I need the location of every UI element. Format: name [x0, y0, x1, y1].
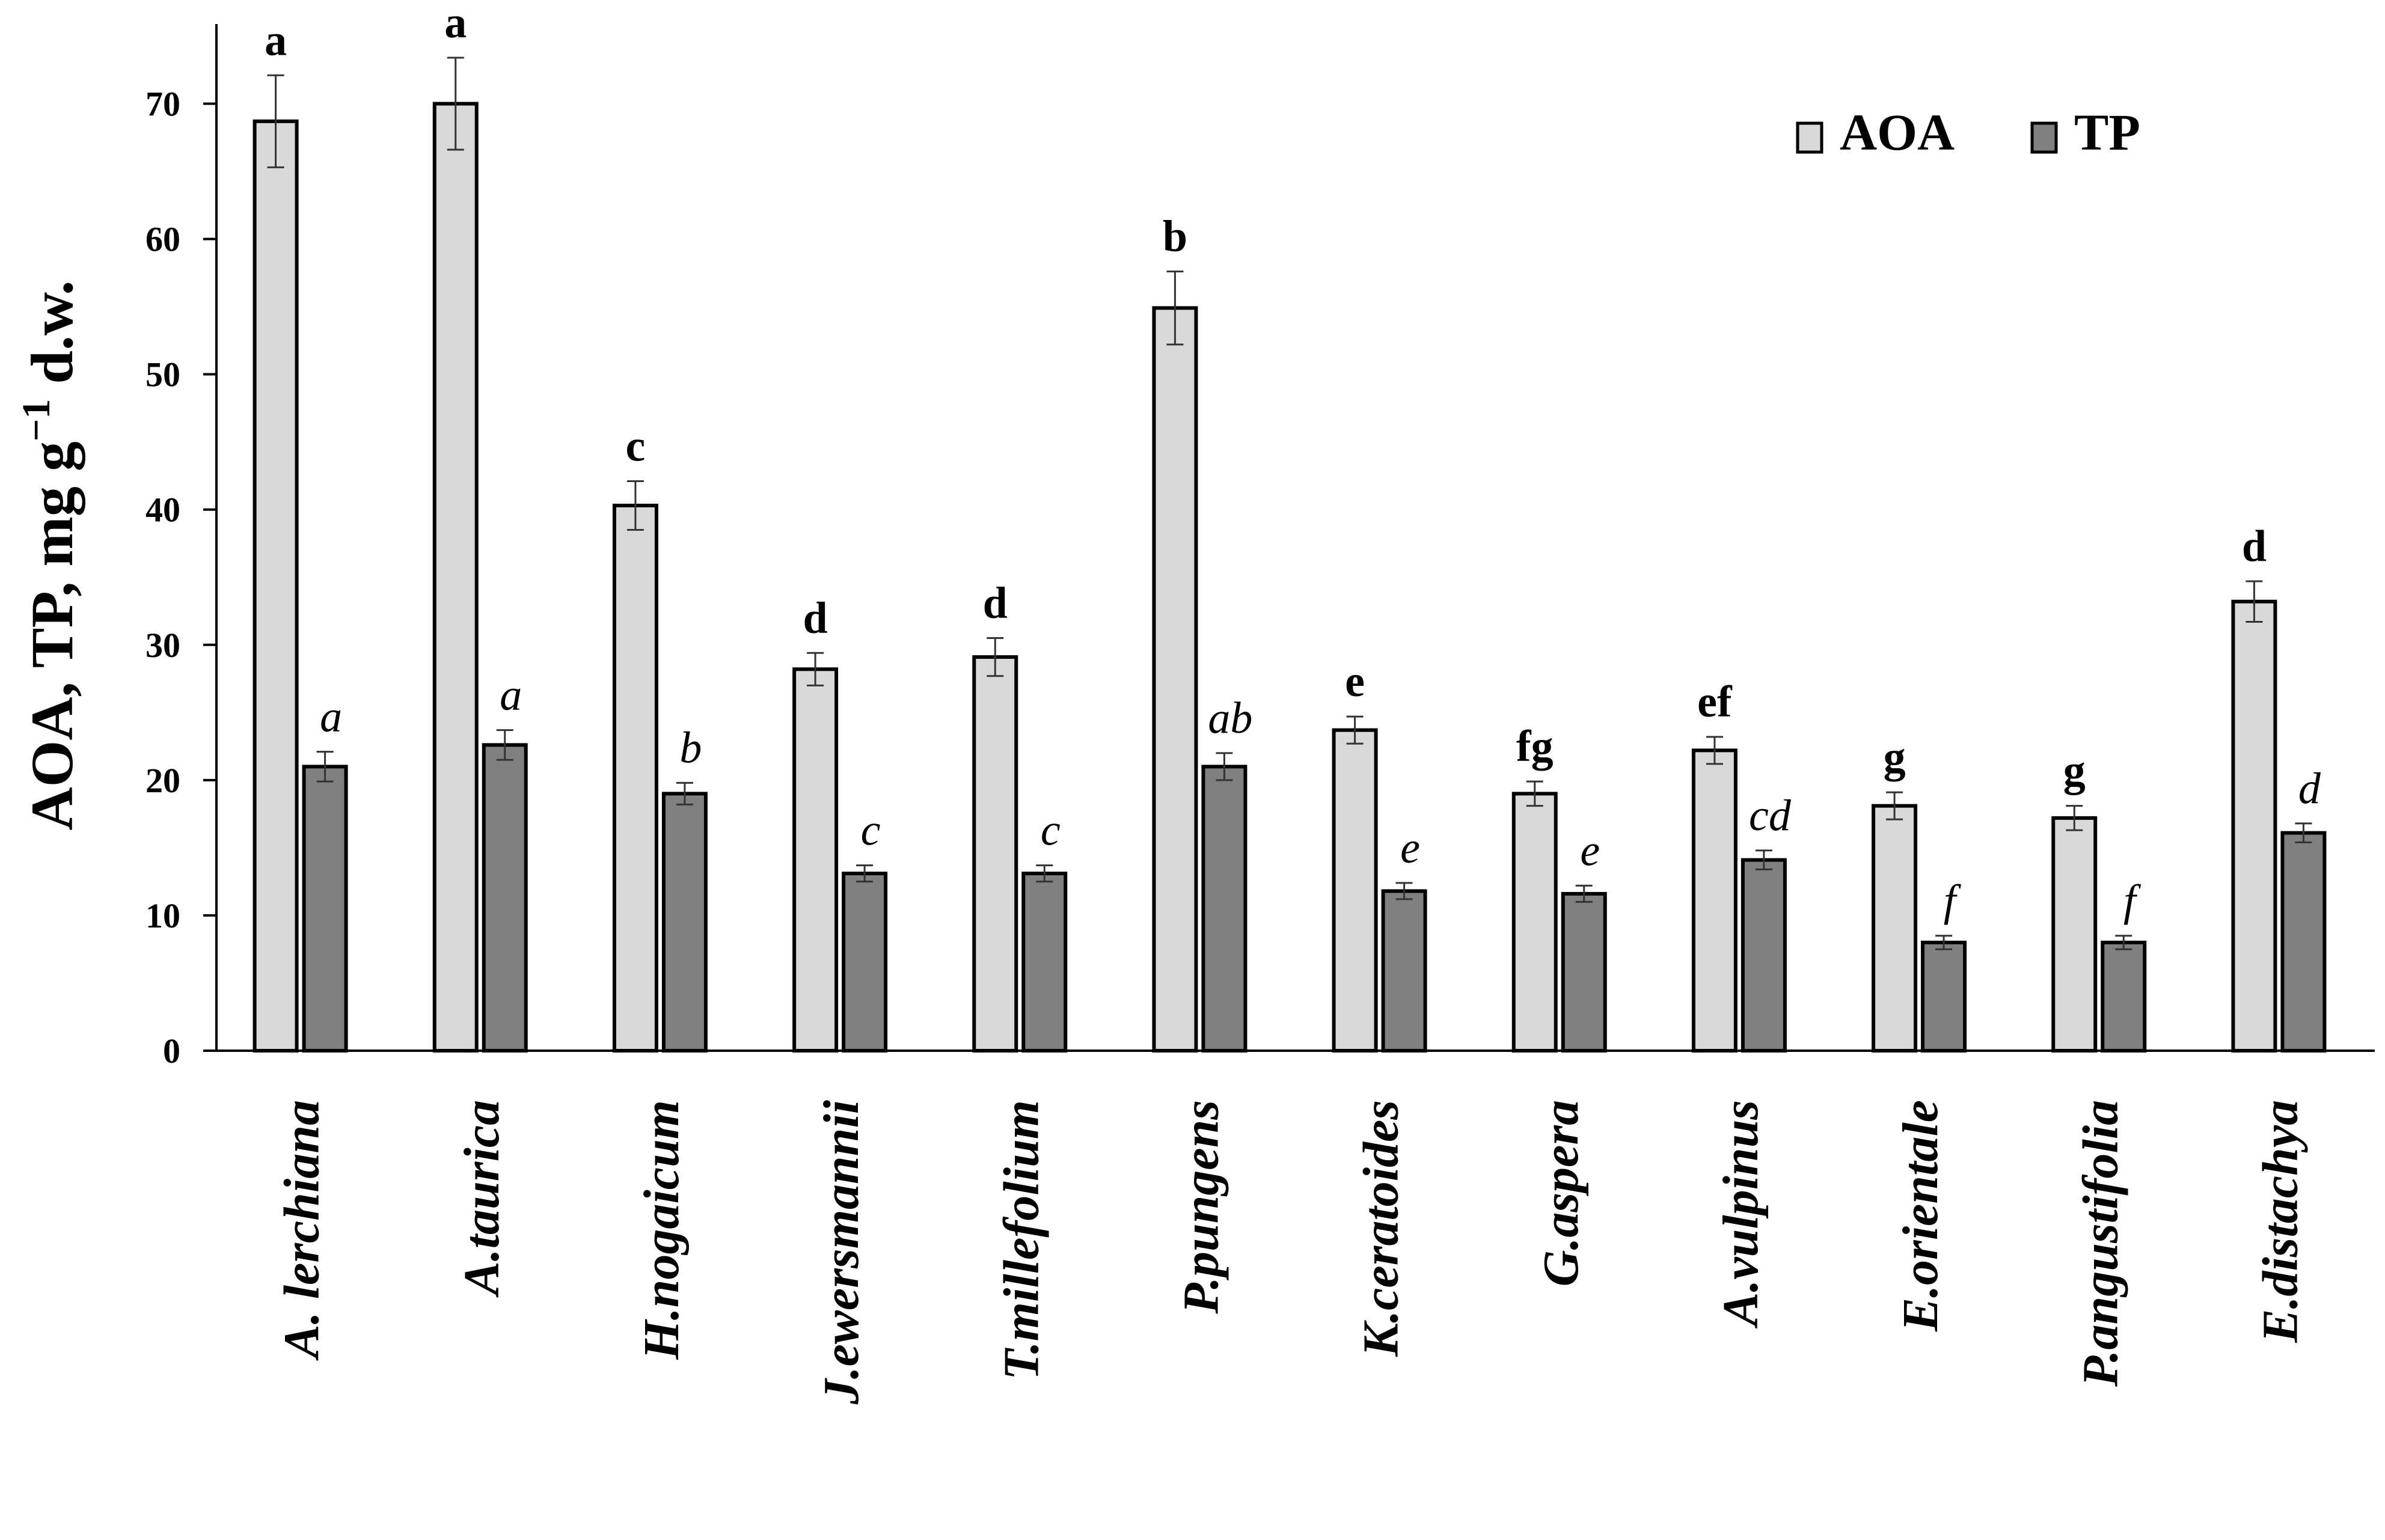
y-axis-title-suffix: d.w.: [19, 280, 85, 399]
aoa-significance-label: b: [1163, 212, 1187, 261]
y-axis-title: AOA, TP, mg g−1 d.w.: [14, 280, 85, 830]
bar-tp: [1561, 891, 1607, 1053]
y-axis-title-superscript: −1: [14, 399, 58, 442]
bar-tp: [302, 765, 348, 1053]
tp-significance-label: cd: [1749, 791, 1792, 840]
legend-swatch-aoa: [1796, 121, 1823, 154]
bar-tp: [661, 792, 708, 1053]
x-tick-label: K.ceratoides: [1353, 1100, 1409, 1357]
bar-aoa: [1511, 792, 1558, 1053]
bar-tp: [2101, 940, 2147, 1053]
tp-significance-label: c: [861, 806, 881, 855]
x-tick-label: G.aspera: [1533, 1100, 1589, 1286]
tp-significance-label: f: [2123, 876, 2142, 926]
aoa-significance-label: d: [803, 593, 828, 643]
aoa-significance-label: d: [983, 579, 1008, 628]
bar-aoa: [1332, 728, 1378, 1053]
bar-group: g f E.orientale: [1872, 733, 1967, 1332]
tp-significance-label: ab: [1208, 694, 1252, 743]
bars: a a A. lerchiana a a A.taurica c b H.nogaicum d c J…: [253, 0, 2327, 1405]
y-axis-title-main: AOA, TP, mg g: [19, 441, 85, 830]
aoa-significance-label: g: [1884, 733, 1906, 782]
tp-significance-label: f: [1944, 876, 1962, 926]
aoa-significance-label: a: [265, 16, 287, 65]
bar-tp: [482, 743, 528, 1053]
legend-swatch-tp: [2030, 121, 2058, 154]
tp-significance-label: e: [1400, 823, 1420, 873]
aoa-significance-label: a: [444, 0, 467, 47]
legend-label-aoa: AOA: [1840, 103, 1955, 161]
bar-group: b ab P.pungens: [1152, 212, 1252, 1315]
bar-aoa: [253, 119, 299, 1053]
bar-tp: [1381, 889, 1427, 1053]
tp-significance-label: a: [500, 671, 522, 720]
x-tick-label: E.distachya: [2252, 1100, 2308, 1343]
bar-tp: [1201, 765, 1248, 1053]
y-tick-label: 70: [145, 85, 180, 124]
tp-significance-label: e: [1580, 826, 1600, 875]
y-tick-label: 40: [145, 490, 180, 530]
y-tick-label: 60: [145, 220, 180, 259]
bar-group: e e K.ceratoides: [1332, 657, 1427, 1357]
bar-group: a a A.taurica: [432, 0, 528, 1298]
bar-group: a a A. lerchiana: [253, 16, 348, 1361]
bar-tp: [1741, 858, 1787, 1053]
aoa-significance-label: fg: [1516, 722, 1554, 771]
x-tick-label: A.vulpinus: [1713, 1100, 1769, 1329]
bar-group: c b H.nogaicum: [612, 421, 708, 1360]
bar-group: d c J.ewersmannii: [792, 593, 888, 1405]
x-tick-label: T.millefolium: [993, 1100, 1049, 1380]
legend: AOA TP: [1796, 103, 2140, 161]
aoa-significance-label: e: [1345, 657, 1365, 706]
x-tick-label: H.nogaicum: [634, 1100, 690, 1360]
bar-aoa: [1152, 306, 1198, 1053]
y-axis-label: AOA, TP, mg g−1 d.w.: [14, 280, 85, 830]
bar-aoa: [432, 102, 479, 1053]
bar-aoa: [1691, 748, 1737, 1053]
aoa-significance-label: g: [2063, 747, 2086, 796]
bar-group: d d E.distachya: [2231, 522, 2327, 1343]
bar-aoa: [1872, 804, 1918, 1053]
bar-aoa: [2231, 599, 2277, 1053]
y-axis: 0 10 20 30 40 50 60 70: [145, 24, 218, 1071]
bar-aoa: [612, 503, 658, 1053]
bar-tp: [1021, 872, 1068, 1053]
y-tick-label: 10: [145, 896, 180, 935]
bar-group: g f P.angustifolia: [2051, 747, 2147, 1387]
tp-significance-label: d: [2298, 764, 2321, 813]
tp-significance-label: b: [679, 723, 702, 772]
y-tick-label: 0: [163, 1031, 180, 1071]
x-tick-label: E.orientale: [1893, 1100, 1949, 1332]
bar-group: fg e G.aspera: [1511, 722, 1607, 1286]
bar-aoa: [2051, 816, 2098, 1053]
bar-aoa: [972, 655, 1018, 1053]
x-tick-label: J.ewersmannii: [813, 1100, 869, 1405]
bar-tp: [1921, 940, 1967, 1053]
tp-significance-label: c: [1041, 806, 1061, 855]
bar-group: d c T.millefolium: [972, 579, 1068, 1380]
aoa-significance-label: ef: [1697, 677, 1733, 727]
legend-label-tp: TP: [2074, 103, 2140, 161]
bar-tp: [2280, 831, 2327, 1053]
x-tick-label: A. lerchiana: [274, 1100, 330, 1361]
aoa-significance-label: c: [625, 421, 645, 471]
bar-aoa: [792, 667, 839, 1053]
x-tick-label: A.taurica: [454, 1100, 510, 1298]
y-tick-label: 20: [145, 761, 180, 800]
tp-significance-label: a: [320, 692, 342, 742]
y-tick-label: 30: [145, 626, 180, 665]
x-tick-label: P.angustifolia: [2072, 1100, 2128, 1387]
aoa-significance-label: d: [2242, 522, 2267, 571]
bar-group: ef cd A.vulpinus: [1691, 677, 1792, 1329]
y-tick-label: 50: [145, 355, 180, 394]
x-tick-label: P.pungens: [1173, 1100, 1229, 1315]
bar-tp: [842, 872, 888, 1053]
